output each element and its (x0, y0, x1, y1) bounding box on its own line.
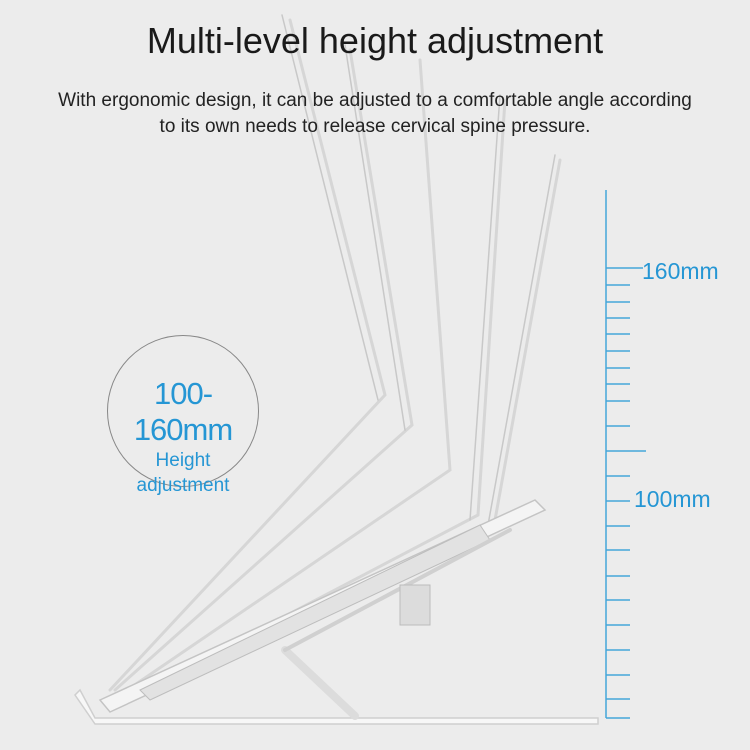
badge-label-line2: adjustment (136, 475, 230, 496)
height-range-badge: 100-160mm Height adjustment (107, 335, 259, 496)
page-title: Multi-level height adjustment (146, 20, 604, 61)
height-scale (605, 190, 646, 719)
scale-max-label: 160mm (642, 258, 719, 284)
subtitle-line: With ergonomic design, it can be adjuste… (58, 90, 692, 111)
badge-label-line1: Height (155, 450, 211, 471)
subtitle-line: to its own needs to release cervical spi… (159, 116, 591, 137)
subtitle: With ergonomic design, it can be adjuste… (0, 88, 750, 140)
scale-min-label: 100mm (634, 486, 711, 512)
height-range: 100-160mm (133, 376, 233, 447)
